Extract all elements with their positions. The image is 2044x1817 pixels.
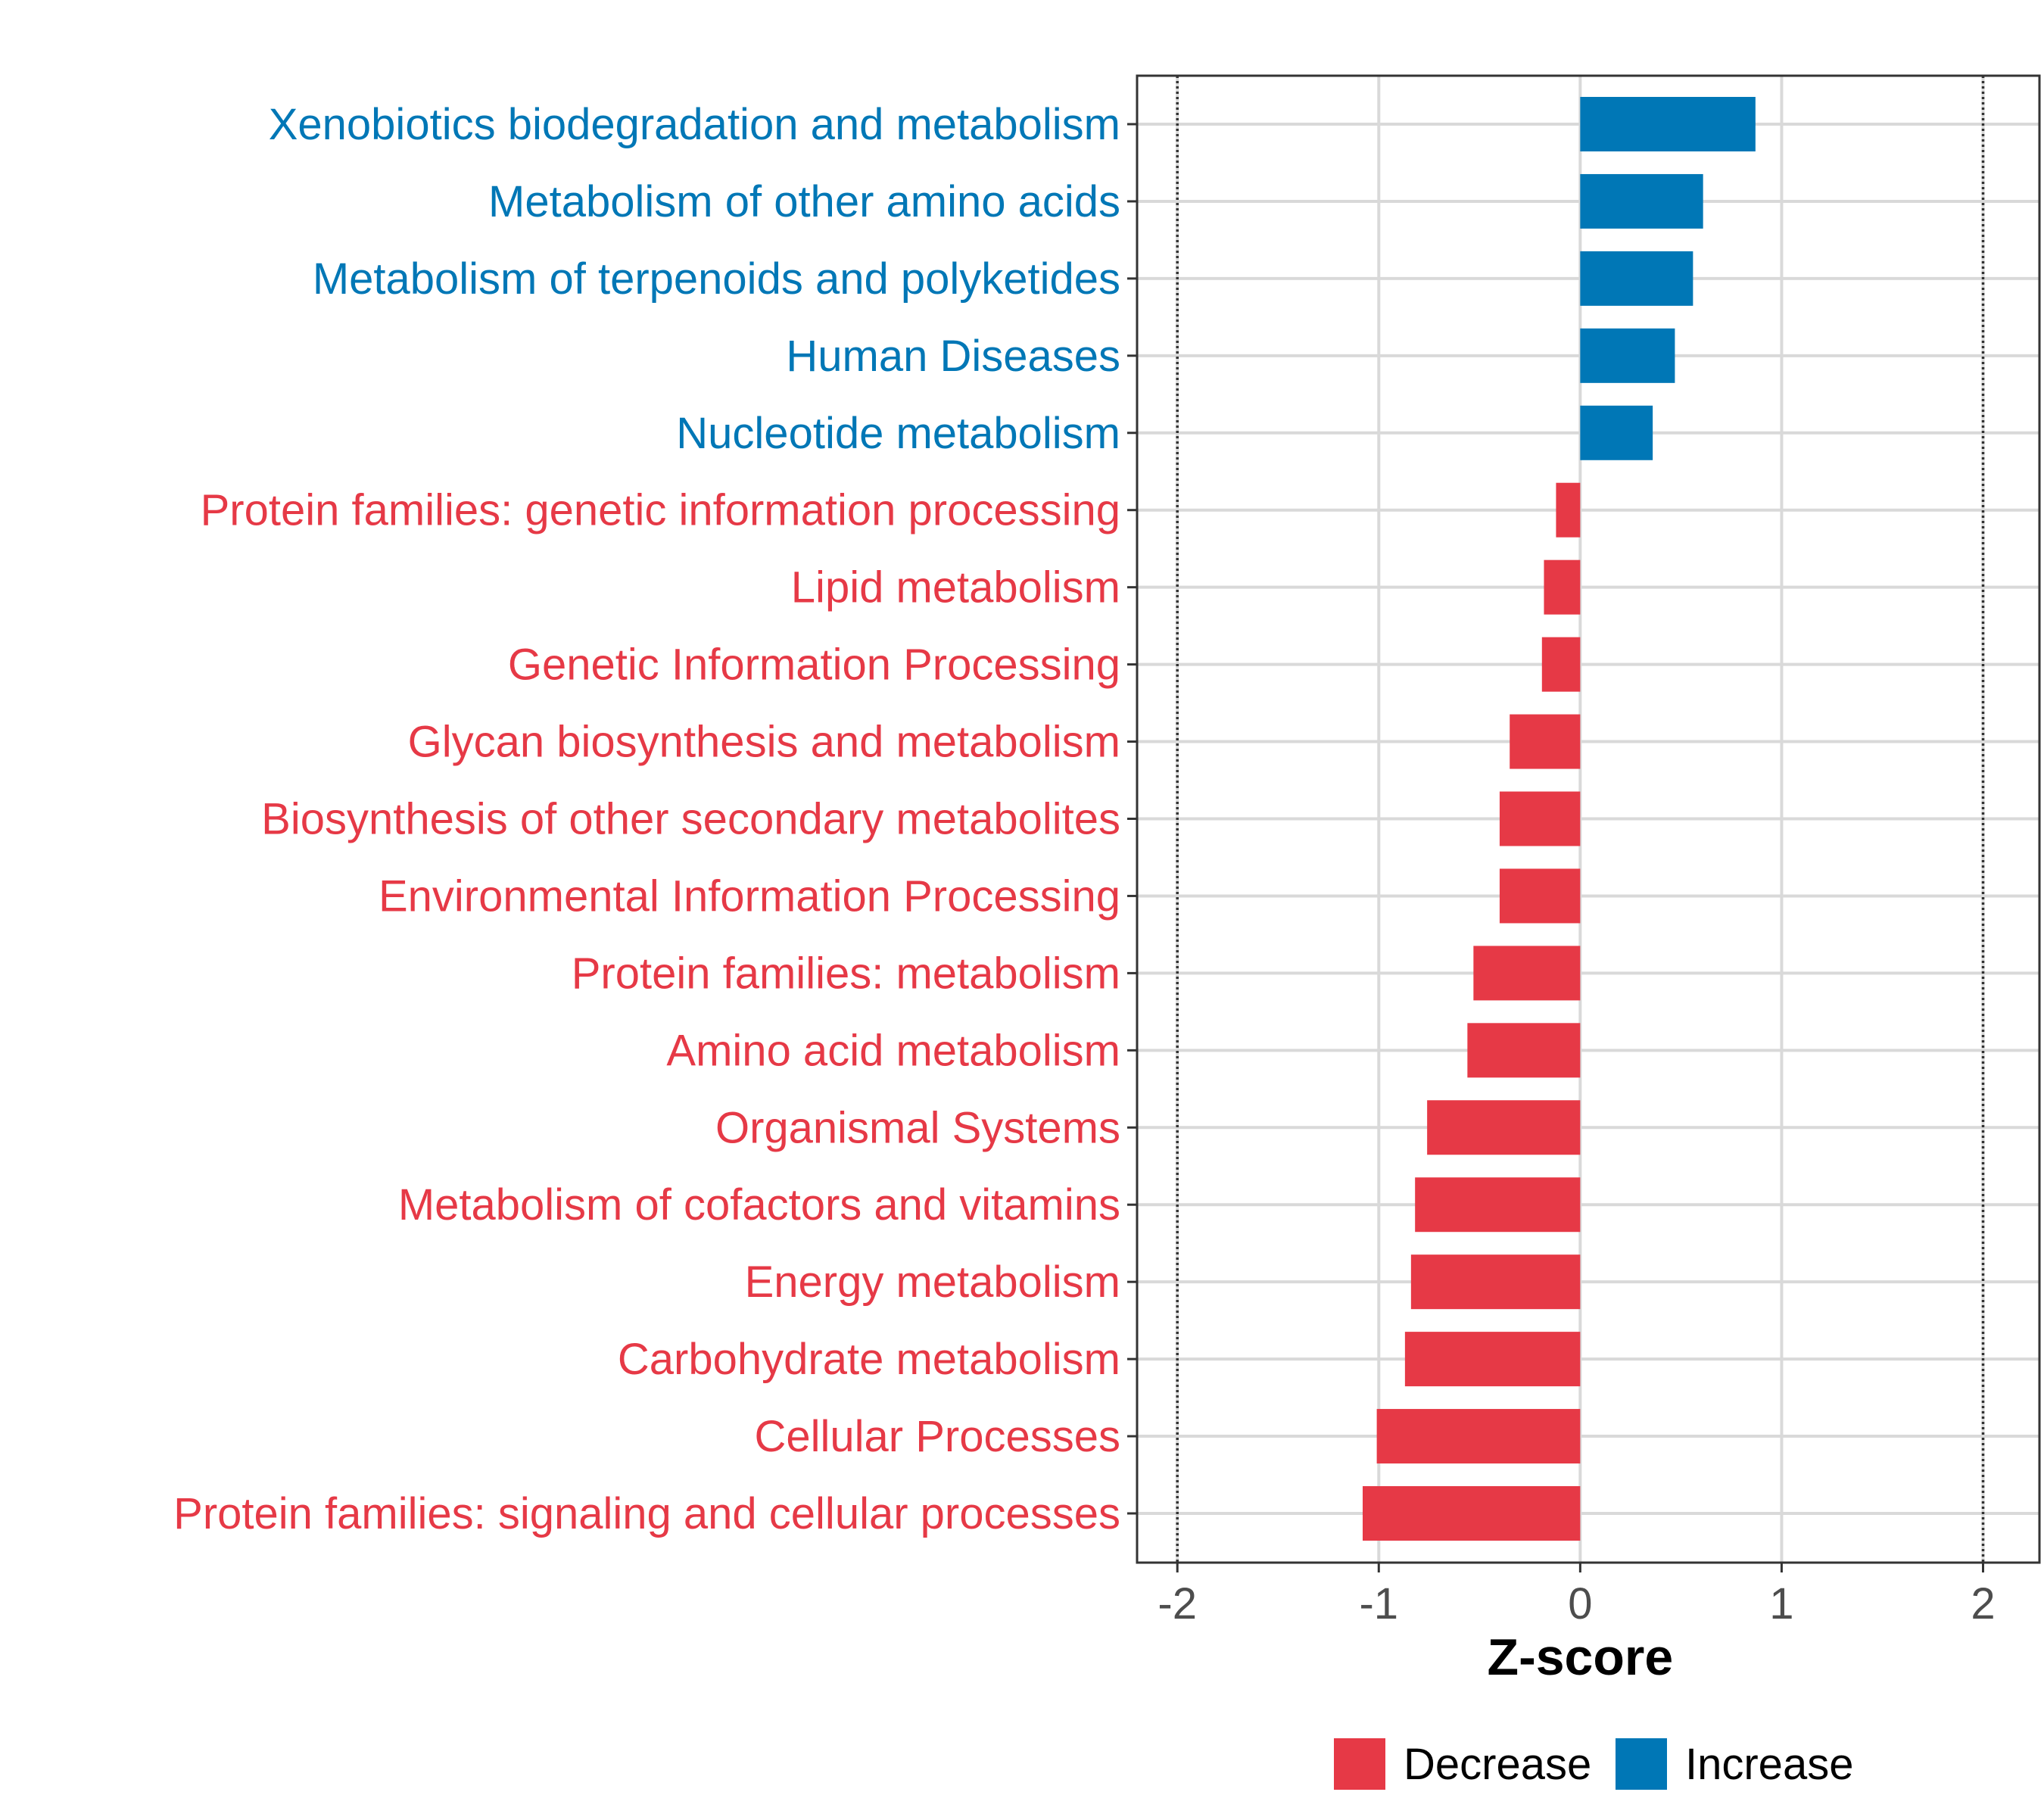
bar [1544,559,1581,615]
bar [1363,1486,1581,1541]
axis-ticks [1127,123,1984,1572]
x-tick-label: 0 [1568,1579,1592,1628]
x-axis-title: Z-score [1488,1628,1674,1686]
category-label: Protein families: signaling and cellular… [173,1489,1120,1538]
x-tick-label: -2 [1158,1579,1197,1628]
category-label: Energy metabolism [745,1258,1120,1307]
bar [1404,1332,1581,1387]
legend-label: Decrease [1404,1740,1591,1789]
category-label: Lipid metabolism [791,563,1120,612]
bar [1473,946,1581,1001]
category-labels: Xenobiotics biodegradation and metabolis… [173,100,1120,1538]
bar [1580,173,1703,229]
bar [1376,1409,1581,1464]
bar [1499,791,1581,846]
bar [1510,714,1581,769]
grid-lines [1137,76,2039,1563]
category-label: Cellular Processes [754,1412,1120,1461]
x-tick-labels: -2 -1 0 1 2 [1158,1579,1995,1628]
category-label: Protein families: genetic information pr… [201,486,1120,535]
bar [1410,1254,1581,1310]
category-label: Xenobiotics biodegradation and metabolis… [269,100,1120,149]
reference-lines [1176,76,1985,1563]
legend-key [1616,1738,1667,1790]
bar [1580,251,1693,306]
category-label: Human Diseases [786,332,1120,381]
category-label: Protein families: metabolism [572,949,1120,998]
bar [1580,97,1756,151]
bar [1580,328,1675,383]
bar [1415,1177,1581,1233]
category-label: Amino acid metabolism [666,1026,1120,1075]
category-label: Environmental Information Processing [379,871,1120,921]
bar [1467,1023,1581,1078]
category-label: Organismal Systems [715,1103,1120,1152]
x-tick-label: 2 [1971,1579,1995,1628]
bars [1363,97,1756,1541]
category-label: Genetic Information Processing [508,640,1120,690]
bar [1580,405,1653,460]
category-label: Glycan biosynthesis and metabolism [408,718,1120,767]
legend: Decrease Increase [1334,1738,1853,1790]
bar [1499,868,1581,924]
legend-key [1334,1738,1385,1790]
category-label: Metabolism of other amino acids [488,177,1120,226]
bar [1541,637,1581,692]
category-label: Biosynthesis of other secondary metaboli… [261,795,1120,844]
category-label: Metabolism of terpenoids and polyketides [313,254,1120,304]
legend-label: Increase [1685,1740,1853,1789]
category-label: Metabolism of cofactors and vitamins [398,1180,1120,1230]
category-label: Carbohydrate metabolism [618,1335,1120,1384]
x-tick-label: 1 [1769,1579,1793,1628]
bar [1427,1100,1581,1155]
x-tick-label: -1 [1359,1579,1398,1628]
bar [1556,482,1581,538]
category-label: Nucleotide metabolism [676,409,1120,458]
